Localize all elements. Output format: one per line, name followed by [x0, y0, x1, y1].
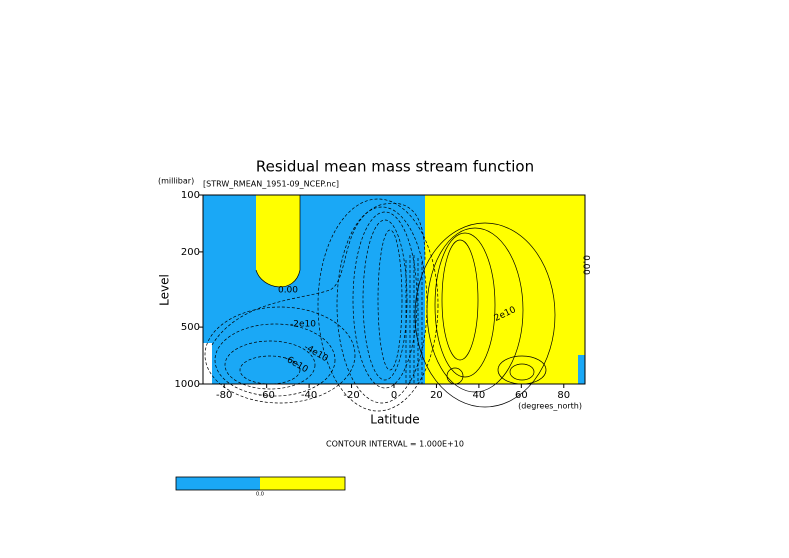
- x-tick-label: -60: [258, 390, 274, 401]
- negative-region: [203, 195, 425, 384]
- chart-title: Residual mean mass stream function: [256, 158, 534, 176]
- x-tick-label: -80: [216, 390, 232, 401]
- x-tick-label: -40: [301, 390, 317, 401]
- contour-label: -2e10: [290, 320, 316, 330]
- y-tick-label: 200: [181, 247, 200, 258]
- x-label: Latitude: [370, 413, 419, 427]
- field: [203, 195, 585, 384]
- missing-region: [203, 343, 212, 384]
- colorbar-frame: [175, 476, 346, 491]
- positive-region: [425, 195, 585, 384]
- positive-region: [256, 195, 300, 287]
- x-units: (degrees_north): [518, 402, 582, 411]
- y-units: (millibar): [158, 177, 194, 186]
- footer: CONTOUR INTERVAL = 1.000E+10: [326, 440, 464, 449]
- colorbar: [175, 476, 346, 491]
- contour-label: 0.00: [278, 286, 298, 296]
- x-tick-label: 0: [391, 390, 397, 401]
- x-tick-label: 40: [473, 390, 486, 401]
- negative-region: [578, 355, 585, 384]
- y-tick-label: 500: [181, 322, 200, 333]
- colorbar-negative: [176, 477, 260, 490]
- colorbar-label: 0.0: [256, 492, 264, 498]
- x-tick-label: 60: [515, 390, 528, 401]
- contours: [204, 195, 556, 412]
- x-tick-label: 80: [557, 390, 570, 401]
- y-tick-label: 100: [181, 190, 200, 201]
- y-label: Level: [158, 274, 172, 306]
- y-tick-label: 1000: [175, 379, 200, 390]
- subtitle: [STRW_RMEAN_1951-09_NCEP.nc]: [203, 180, 339, 189]
- colorbar-positive: [260, 477, 345, 490]
- x-tick-label: 20: [430, 390, 443, 401]
- x-tick-label: -20: [343, 390, 359, 401]
- contour-label: 0.00: [581, 255, 591, 275]
